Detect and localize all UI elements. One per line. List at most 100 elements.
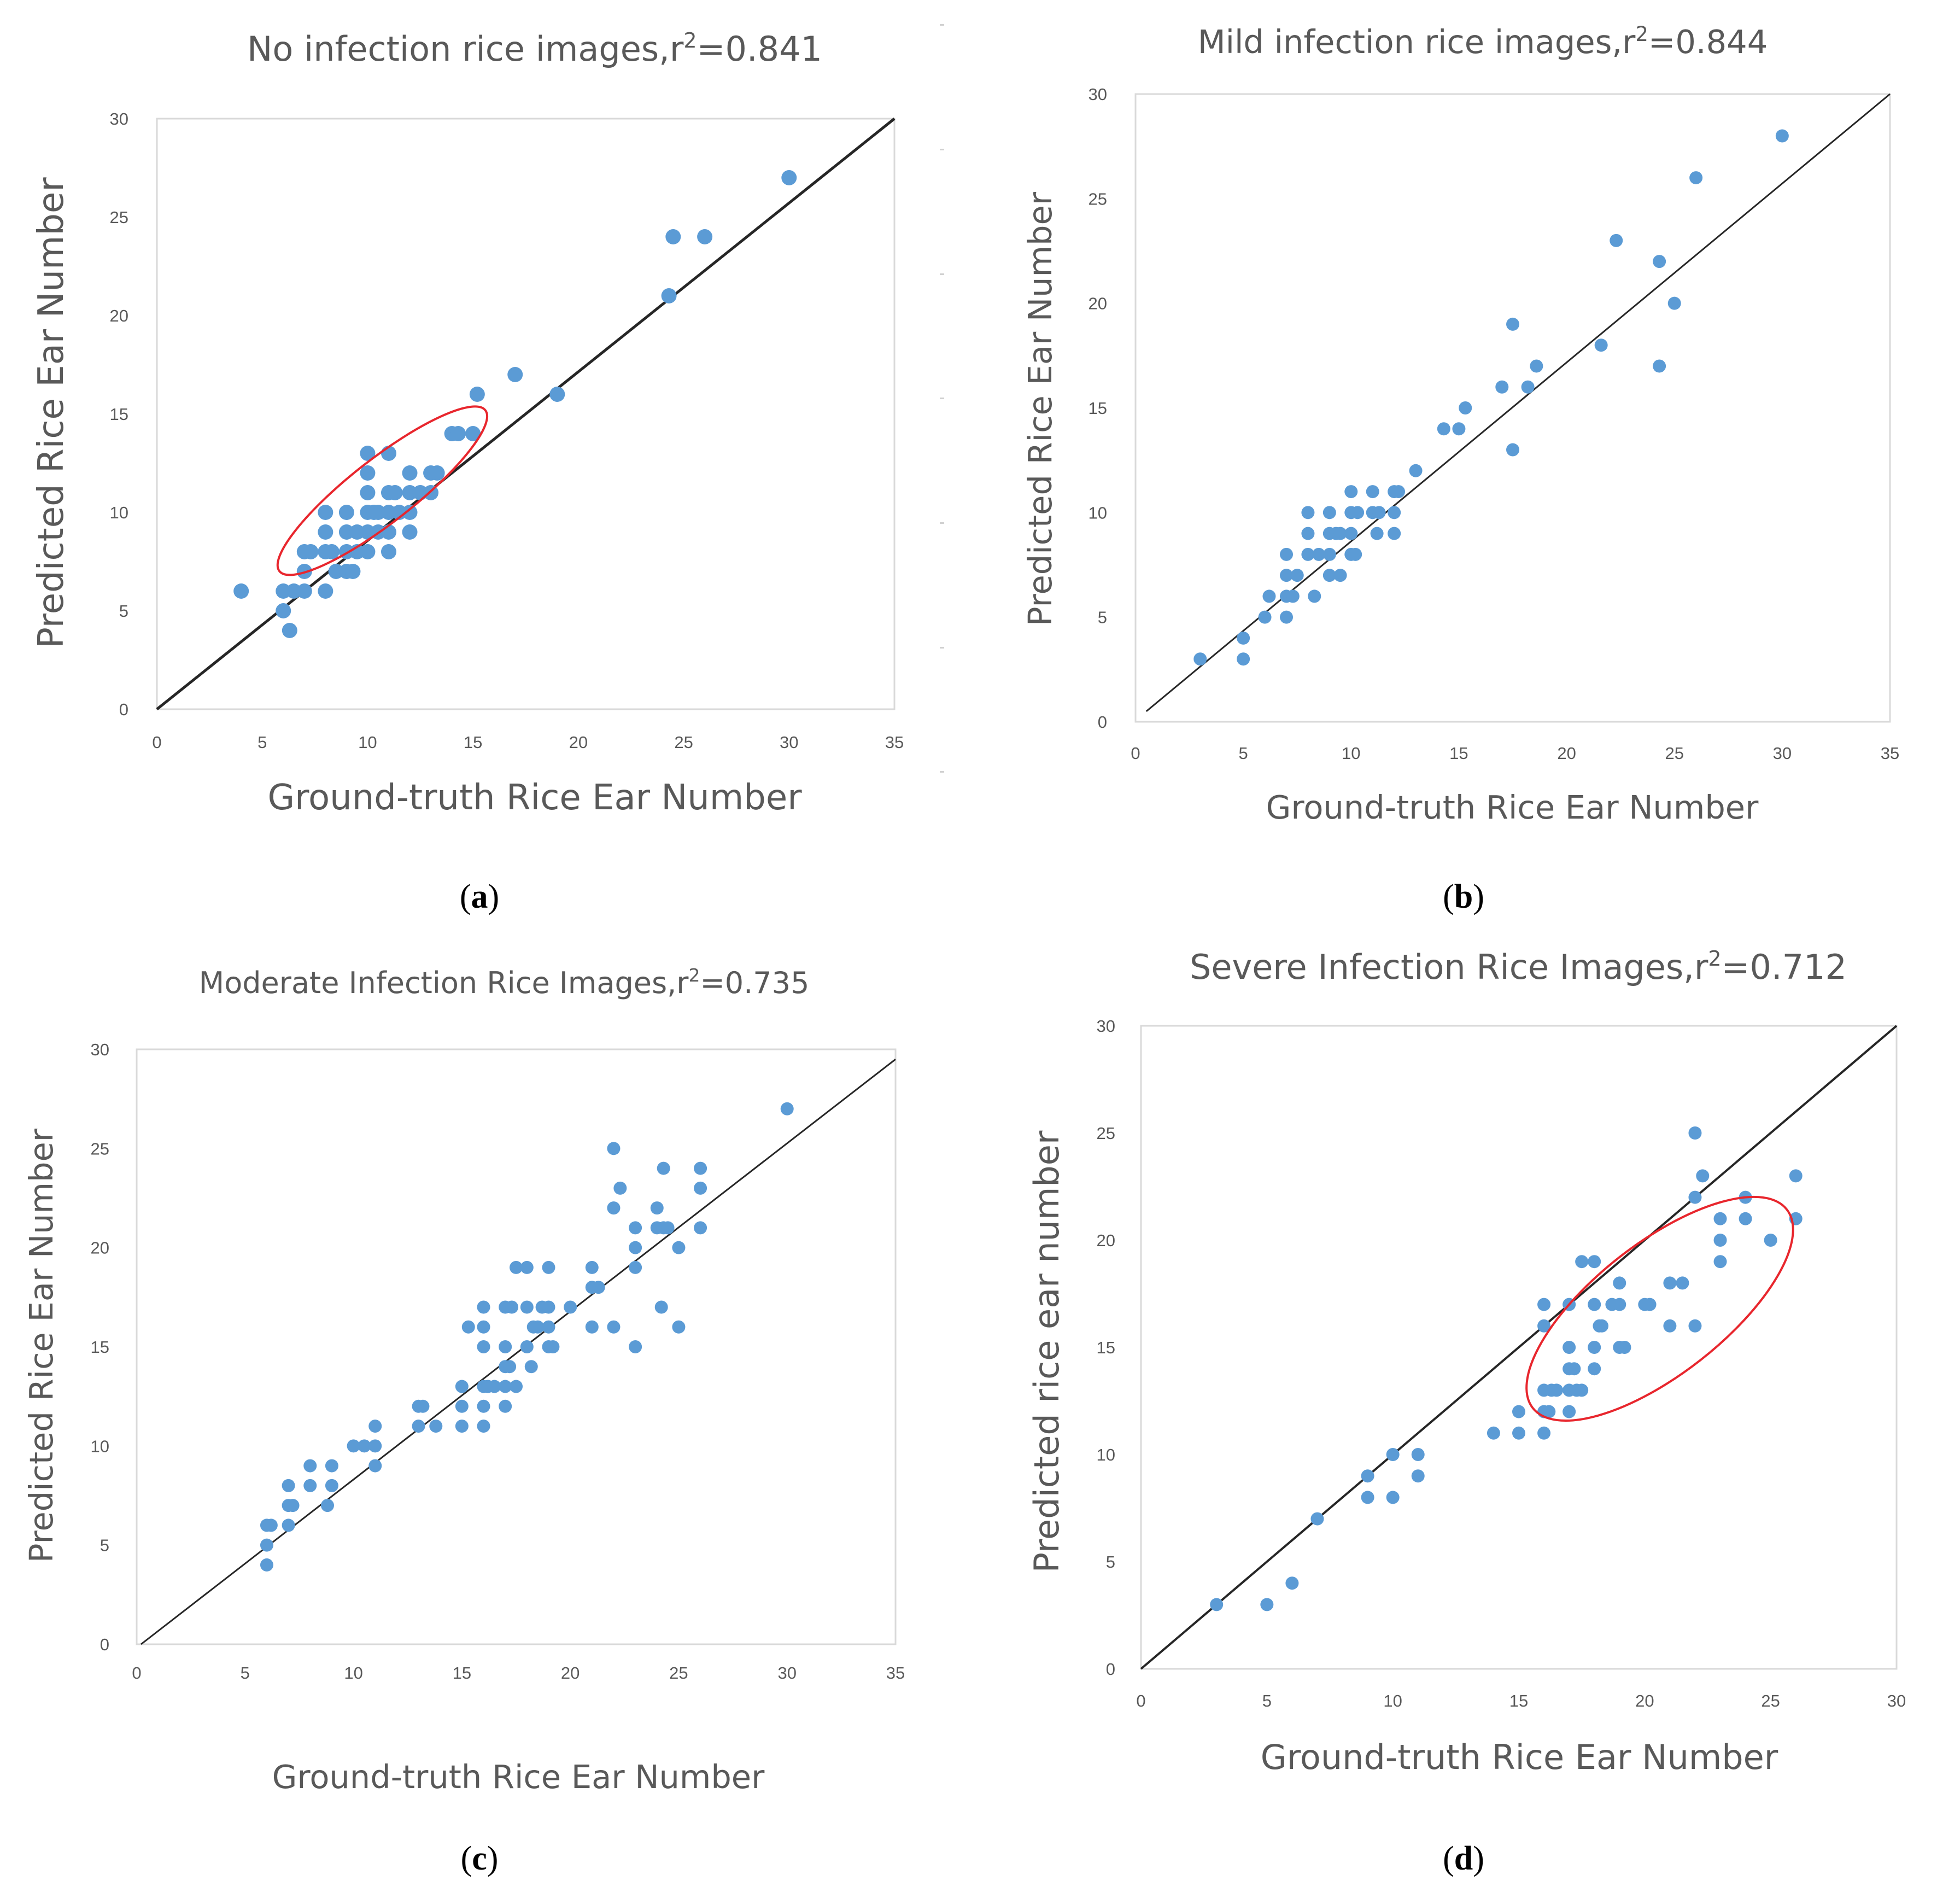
data-point: [1663, 1276, 1677, 1290]
data-point: [370, 505, 386, 520]
data-point: [347, 1439, 360, 1453]
data-point: [694, 1161, 707, 1175]
y-tick-label: 10: [91, 1436, 109, 1456]
data-point: [697, 229, 713, 244]
y-axis-title: Predicted Rice Ear Number: [31, 177, 72, 649]
data-point: [1689, 171, 1703, 185]
data-point: [1333, 569, 1347, 582]
data-point: [1495, 380, 1509, 394]
data-point: [542, 1320, 555, 1334]
data-point: [781, 170, 797, 185]
data-point: [520, 1300, 534, 1314]
data-point: [1392, 485, 1406, 499]
x-tick-label: 0: [132, 1663, 141, 1683]
data-point: [469, 387, 485, 402]
data-point: [1542, 1405, 1556, 1418]
data-point: [1258, 610, 1272, 624]
data-point: [1372, 506, 1386, 519]
data-point: [1688, 1319, 1702, 1333]
data-point: [1386, 1491, 1400, 1504]
data-point: [1437, 422, 1450, 436]
data-point: [1713, 1234, 1727, 1247]
data-point: [318, 505, 333, 520]
y-tick-label: 30: [91, 1040, 109, 1059]
chart-title-main: Moderate Infection Rice Images,r: [199, 966, 689, 1000]
chart-title: No infection rice images,r2=0.841: [247, 28, 822, 69]
data-point: [1563, 1341, 1576, 1354]
data-point: [387, 485, 403, 500]
data-point: [1487, 1426, 1500, 1440]
data-point: [1459, 401, 1472, 414]
chart-title-value: =0.712: [1722, 947, 1847, 987]
chart-title-superscript: 2: [683, 28, 697, 52]
data-point: [318, 583, 333, 599]
data-point: [1506, 443, 1519, 457]
data-point: [1764, 1234, 1777, 1247]
data-point: [1280, 610, 1293, 624]
data-point: [531, 1320, 545, 1334]
y-tick-label: 15: [91, 1338, 109, 1357]
y-tick-label: 20: [110, 306, 128, 325]
data-point: [592, 1281, 605, 1294]
x-tick-label: 10: [344, 1663, 362, 1683]
data-point: [1322, 569, 1336, 582]
data-point: [1610, 233, 1623, 247]
data-point: [1386, 1448, 1400, 1461]
data-point: [1322, 547, 1336, 561]
data-point: [607, 1142, 621, 1155]
chart-b-svg: Mild infection rice images,r2=0.844 Groun…: [1021, 22, 1899, 826]
data-point: [1262, 589, 1276, 603]
data-point: [455, 1399, 469, 1413]
data-point: [1361, 1491, 1374, 1504]
data-point: [1530, 359, 1543, 373]
x-tick-label: 15: [1449, 744, 1468, 763]
y-tick-label: 0: [119, 700, 128, 719]
data-point: [318, 524, 333, 540]
chart-title: Moderate Infection Rice Images,r2=0.735: [199, 965, 810, 1000]
data-point: [1409, 464, 1423, 477]
y-axis-title: Predicted rice ear number: [1027, 1130, 1067, 1573]
data-point: [1333, 527, 1347, 540]
x-axis-title: Ground-truth Rice Ear Number: [272, 1758, 765, 1796]
data-point: [1537, 1319, 1551, 1333]
data-point: [1537, 1426, 1551, 1440]
data-point: [477, 1340, 490, 1353]
data-point: [661, 288, 677, 303]
x-axis-title: Ground-truth Rice Ear Number: [267, 778, 802, 818]
data-point: [320, 1499, 334, 1512]
x-tick-label: 5: [1262, 1691, 1272, 1710]
data-point: [542, 1260, 555, 1274]
data-point: [1344, 527, 1358, 540]
data-point: [510, 1380, 523, 1393]
chart-c: Moderate Infection Rice Images,r2=0.735 G…: [0, 952, 968, 1904]
chart-c-svg: Moderate Infection Rice Images,r2=0.735 G…: [22, 965, 905, 1796]
y-tick-label: 20: [1089, 294, 1107, 313]
data-point: [325, 1459, 338, 1473]
x-tick-label: 35: [886, 1663, 905, 1683]
data-point: [282, 623, 297, 638]
data-point: [349, 524, 365, 540]
data-point: [1366, 485, 1379, 499]
data-point: [546, 1340, 560, 1353]
data-point: [260, 1558, 273, 1572]
data-point: [360, 544, 376, 559]
data-point: [1789, 1169, 1803, 1183]
pane-mark: [940, 149, 944, 150]
data-point: [286, 1499, 300, 1512]
data-point: [402, 524, 418, 540]
data-point: [1260, 1598, 1274, 1611]
x-tick-label: 30: [780, 733, 798, 752]
chart-a-svg: No infection rice images,r2=0.841 Ground-…: [31, 28, 904, 818]
data-point: [358, 1439, 371, 1453]
pane-mark: [940, 647, 944, 649]
data-point: [360, 465, 376, 481]
data-point: [1210, 1598, 1224, 1611]
reference-line: [1140, 1025, 1898, 1670]
data-point: [1613, 1298, 1626, 1311]
x-tick-label: 10: [358, 733, 377, 752]
data-point: [1301, 527, 1315, 540]
reference-line: [141, 1058, 896, 1645]
chart-title-main: No infection rice images,r: [247, 29, 684, 69]
data-point: [429, 1420, 443, 1433]
y-tick-label: 5: [100, 1536, 109, 1555]
